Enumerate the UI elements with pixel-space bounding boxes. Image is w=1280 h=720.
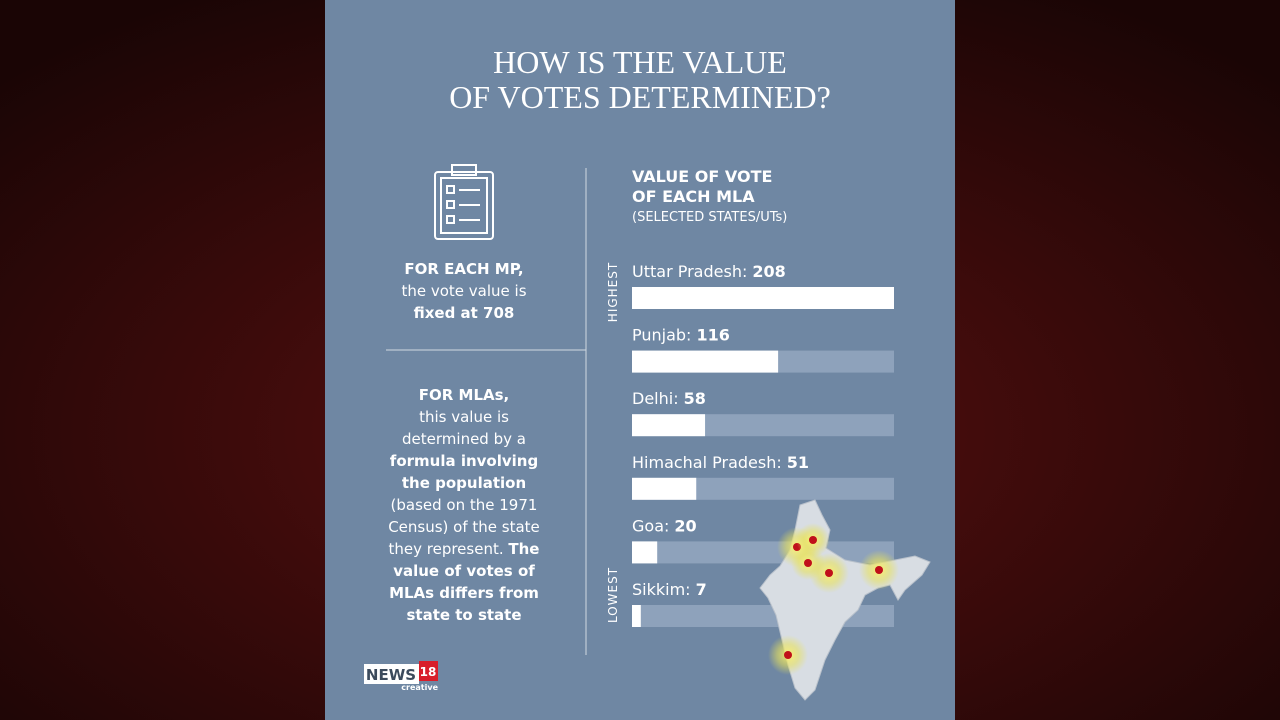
chart-subtitle: (SELECTED STATES/UTs) (632, 210, 787, 225)
bar (632, 477, 697, 500)
category-label: Himachal Pradesh: (632, 453, 782, 472)
bar-track (632, 477, 894, 500)
bar-label: Goa: 20 (632, 516, 697, 535)
paragraph-line: this value is (419, 408, 509, 426)
bar-track (632, 541, 894, 564)
logo-number: 18 (420, 665, 437, 679)
map (759, 499, 931, 701)
paragraph-line: formula involving (390, 452, 538, 470)
value-label: 116 (696, 326, 729, 345)
logo-brand: NEWS (366, 666, 416, 684)
left-panel: FOR EACH MP, the vote value is fixed at 70… (388, 260, 540, 624)
category-label: Goa: (632, 516, 669, 535)
value-label: 20 (674, 516, 696, 535)
bar-label: Delhi: 58 (632, 389, 706, 408)
clipboard-icon (434, 164, 494, 240)
text-segment: (based on the 1971 (391, 496, 538, 514)
bar-label: Punjab: 116 (632, 326, 730, 345)
text-segment: the population (402, 474, 526, 492)
paragraph-line: fixed at 708 (414, 304, 515, 322)
text-segment: determined by a (402, 430, 526, 448)
bar (632, 350, 779, 373)
text-segment: Census) of the state (388, 518, 540, 536)
paragraph-line: they represent. The (389, 540, 540, 558)
title-line: OF VOTES DETERMINED? (449, 79, 831, 115)
paragraph-line: state to state (406, 606, 521, 624)
category-label: Punjab: (632, 326, 691, 345)
text-segment: FOR EACH MP, (404, 260, 523, 278)
text-segment: MLAs differs from (389, 584, 539, 602)
category-label: Delhi: (632, 389, 679, 408)
text-segment: the vote value is (401, 282, 526, 300)
paragraph-line: FOR MLAs, (419, 386, 510, 404)
bar-label: Sikkim: 7 (632, 580, 707, 599)
text-segment: fixed at 708 (414, 304, 515, 322)
bar-label: Uttar Pradesh: 208 (632, 262, 786, 281)
value-label: 58 (684, 389, 706, 408)
value-label: 7 (696, 580, 707, 599)
chart-title: OF EACH MLA (632, 187, 755, 206)
paragraph-line: the population (402, 474, 526, 492)
paragraph-line: determined by a (402, 430, 526, 448)
paragraph-line: the vote value is (401, 282, 526, 300)
category-label: Uttar Pradesh: (632, 262, 747, 281)
logo-tagline: creative (401, 683, 438, 692)
value-label: 51 (787, 453, 809, 472)
text-segment: formula involving (390, 452, 538, 470)
chart-title: VALUE OF VOTE (632, 167, 772, 186)
value-label: 208 (752, 262, 785, 281)
bar (632, 414, 706, 437)
paragraph-line: FOR EACH MP, (404, 260, 523, 278)
text-segment: FOR MLAs, (419, 386, 510, 404)
text-segment: they represent. (389, 540, 509, 558)
bar (632, 541, 658, 564)
side-label: HIGHEST (606, 262, 620, 322)
text-segment: The (508, 540, 539, 558)
bar (632, 287, 894, 309)
category-label: Sikkim: (632, 580, 691, 599)
side-label: LOWEST (606, 567, 620, 623)
text-segment: state to state (406, 606, 521, 624)
paragraph-line: (based on the 1971 (391, 496, 538, 514)
logo: NEWS 18 creative (364, 661, 439, 692)
text-segment: this value is (419, 408, 509, 426)
paragraph-line: MLAs differs from (389, 584, 539, 602)
text-segment: value of votes of (393, 562, 535, 580)
paragraph-line: value of votes of (393, 562, 535, 580)
paragraph-line: Census) of the state (388, 518, 540, 536)
bar (632, 605, 641, 627)
title-line: HOW IS THE VALUE (493, 44, 787, 80)
bar-label: Himachal Pradesh: 51 (632, 453, 809, 472)
